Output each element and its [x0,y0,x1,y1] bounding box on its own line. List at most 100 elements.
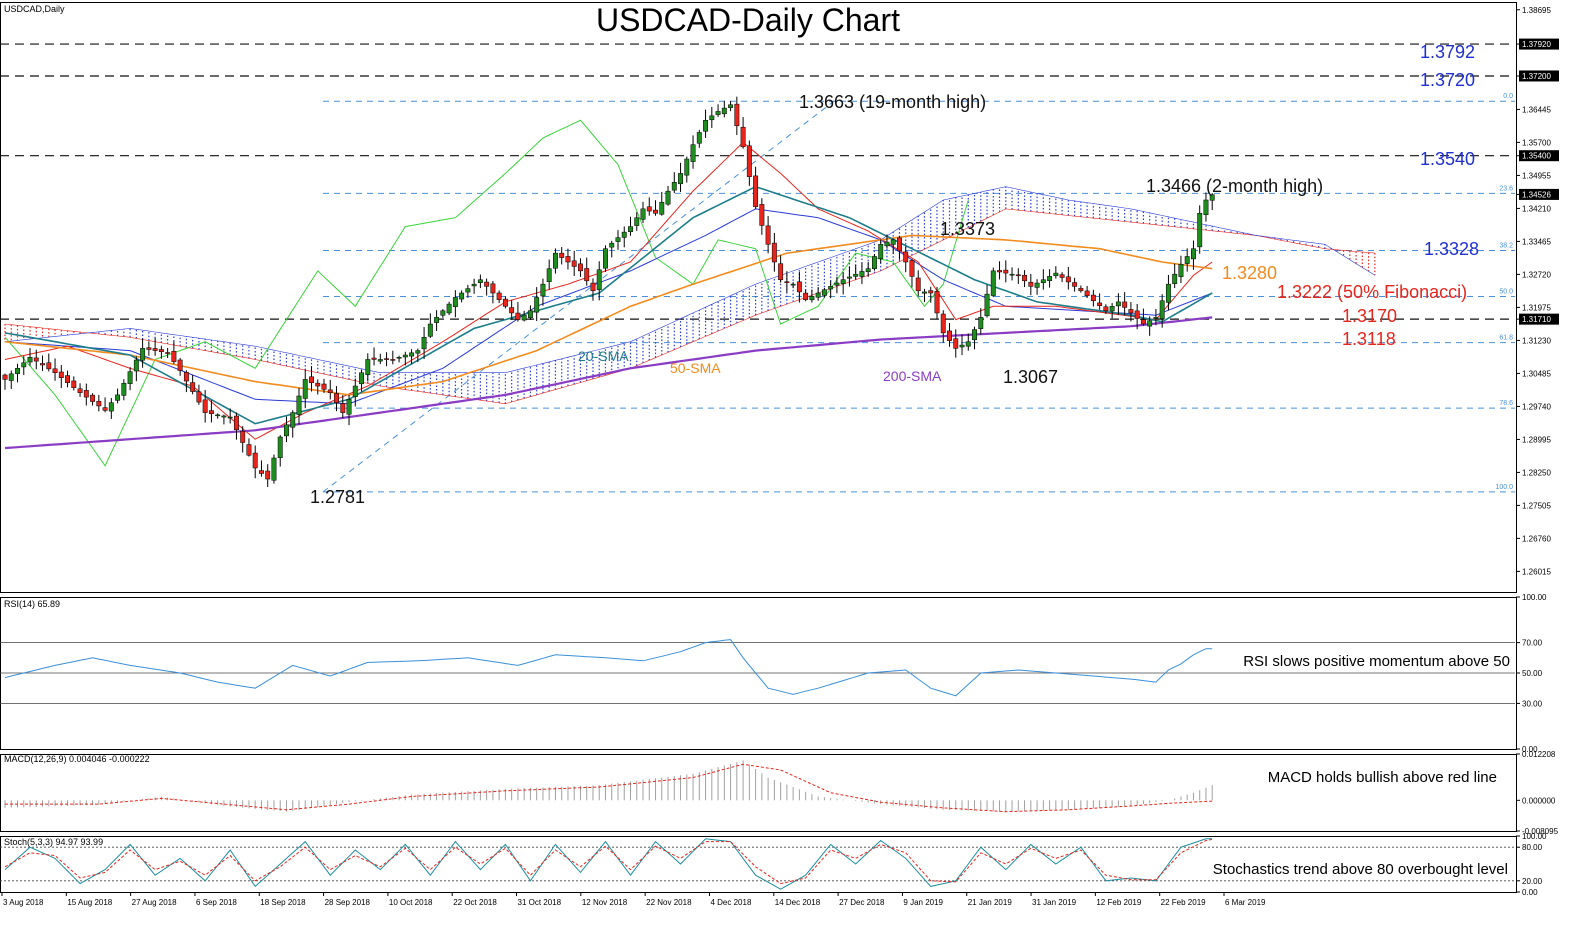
rsi-tick-label: 70.00 [1522,639,1543,648]
x-tick-label: 27 Aug 2018 [132,898,177,907]
bullish-candle [703,120,709,132]
bullish-candle [1040,279,1046,284]
stoch-tick-label: 0.00 [1522,888,1538,897]
bullish-candle [628,226,633,233]
bearish-candle [2,374,8,380]
bearish-candle [997,270,1002,273]
bullish-candle [834,282,840,286]
fibonacci-level-label: 23.6 [1499,185,1513,192]
bearish-candle [327,389,333,393]
bullish-candle [972,329,977,341]
bearish-candle [565,256,571,263]
grid-lines: 0.0 23.6 38.2 50.0 61.8 78.6 100.0 [0,43,1515,493]
bearish-candle [771,242,777,263]
bullish-candle [459,292,465,300]
panel-frame [0,754,1517,832]
bullish-candle [452,297,458,307]
annotation-3: 1.3540 [1420,149,1475,169]
bearish-candle [71,380,77,388]
bearish-candle [58,371,64,378]
bullish-candle [415,350,421,354]
senkou-span-a [4,208,1375,405]
x-tick-label: 22 Oct 2018 [453,898,497,907]
bullish-candle [527,310,533,319]
bearish-candle [309,376,314,383]
rsi-label: RSI(14) 65.89 [4,599,60,609]
bearish-candle [1022,274,1028,282]
x-tick-label: 28 Sep 2018 [325,898,371,907]
bearish-candle [571,260,577,267]
price-tick-label: 1.38695 [1522,6,1551,15]
annotation-13: 20-SMA [578,348,629,364]
bearish-candle [502,298,508,307]
bearish-candle [196,391,202,403]
price-tick-label: 1.30485 [1522,369,1551,378]
stoch-k-line [4,838,1213,890]
bullish-candle [302,379,308,399]
bullish-candle [665,190,671,205]
panel-frames [0,2,1517,893]
bullish-candle [1209,194,1215,201]
bullish-candle [15,368,20,374]
macd-signal-line [5,763,1213,813]
annotation-labels: 1.3792 1.3720 1.3663 (19-month high) 1.3540… [310,42,1479,507]
annotation-5: 1.3373 [940,219,995,239]
bullish-candle [828,286,834,290]
bearish-candle [202,399,208,413]
bullish-candle [477,279,483,283]
bearish-candle [33,357,39,362]
bearish-candle [40,363,45,366]
rsi-line [4,639,1213,697]
x-tick-label: 22 Nov 2018 [646,898,692,907]
bearish-candle [1103,306,1109,311]
price-tick-label: 1.36445 [1522,105,1551,114]
bullish-candle [377,359,383,362]
price-tick-label: 1.32720 [1522,270,1551,279]
bullish-candle [115,394,121,401]
bullish-candle [1115,301,1121,307]
bullish-candle [659,201,665,215]
bullish-candle [221,415,227,418]
bearish-candle [490,283,496,294]
x-tick-label: 4 Dec 2018 [710,898,751,907]
bullish-candle [715,111,721,115]
bullish-candle [227,416,233,419]
bearish-candle [1097,302,1103,306]
bearish-candle [152,348,158,351]
bullish-candle [721,107,727,115]
bearish-candle [1134,310,1140,319]
bullish-candle [684,158,690,176]
price-tick-label: 1.28995 [1522,435,1551,444]
bullish-candle [1191,248,1196,260]
bullish-candle [534,297,540,313]
bearish-candle [83,390,89,398]
indicator-lines [4,119,1213,467]
bullish-candle [396,356,402,359]
bullish-candle [840,279,846,284]
bullish-candle [640,208,646,220]
bullish-candle [978,317,984,329]
bullish-candle [634,217,640,226]
bullish-candle [140,348,146,361]
x-tick-label: 6 Mar 2019 [1225,898,1266,907]
bearish-candle [765,225,771,245]
bullish-candle [696,132,702,144]
bearish-candle [177,359,183,371]
bearish-candle [52,368,58,373]
x-tick-label: 6 Sep 2018 [196,898,237,907]
bullish-candle [365,359,371,375]
fibonacci-level-label: 61.8 [1499,335,1513,342]
bullish-candle [446,303,452,314]
bullish-candle [127,371,133,384]
bearish-candle [265,470,271,480]
sma-20-line [4,185,1213,425]
bearish-candle [252,452,258,469]
bullish-candle [546,268,552,282]
stoch-d-line [4,838,1213,885]
bearish-candle [947,330,952,341]
price-tick-label: 1.35400 [1522,152,1551,161]
chart-title: USDCAD-Daily Chart [596,2,900,38]
bearish-candle [509,307,515,314]
bullish-candle [290,412,296,428]
bearish-candle [96,400,102,407]
